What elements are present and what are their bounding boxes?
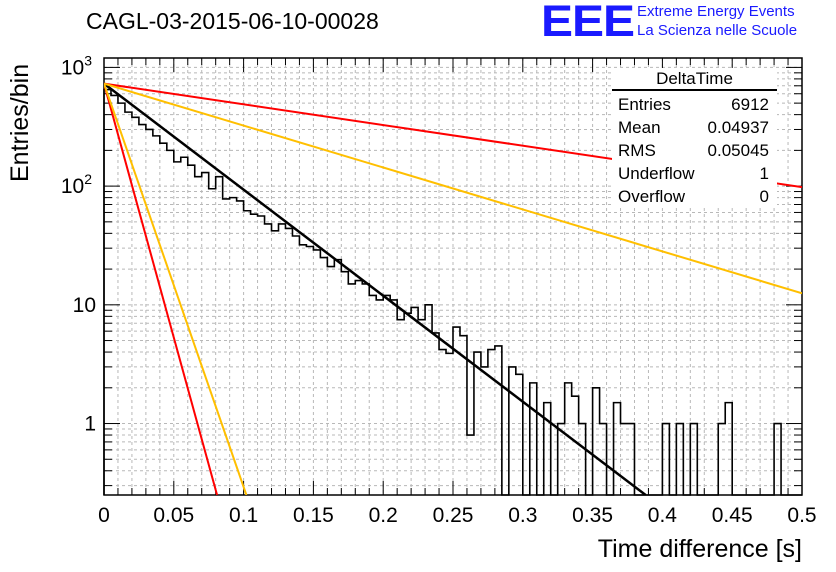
x-tick-label: 0.1	[229, 504, 258, 527]
plot-title: CAGL-03-2015-06-10-00028	[86, 8, 379, 34]
y-tick-label: 10	[73, 294, 96, 317]
y-axis-label: Entries/bin	[6, 63, 34, 182]
stats-row-entries: Entries 6912	[612, 93, 777, 116]
x-tick-label: 0.15	[293, 504, 334, 527]
logo-line-2: La Scienza nelle Scuole	[637, 22, 798, 39]
stats-label: Entries	[618, 95, 671, 114]
y-tick-label: 102	[61, 171, 92, 198]
stats-row-rms: RMS 0.05045	[612, 139, 777, 162]
stats-value: 0	[759, 187, 769, 206]
stats-label: RMS	[618, 141, 656, 160]
x-tick-label: 0.25	[433, 504, 474, 527]
stats-value: 0.05045	[707, 141, 769, 160]
fit-line-3	[104, 82, 802, 295]
stats-label: Mean	[618, 118, 661, 137]
fit-line-5	[104, 83, 248, 495]
x-axis-label: Time difference [s]	[597, 535, 802, 563]
stats-box: DeltaTime Entries 6912 Mean 0.04937 RMS …	[612, 68, 777, 208]
stats-label: Underflow	[618, 164, 695, 183]
y-tick-label: 103	[61, 52, 92, 79]
x-tick-label: 0.35	[572, 504, 613, 527]
x-tick-label: 0.3	[508, 504, 537, 527]
stats-value: 6912	[731, 95, 769, 114]
stats-value: 1	[759, 164, 769, 183]
histogram-bars	[103, 88, 802, 496]
x-tick-label: 0.5	[787, 504, 816, 527]
x-tick-label: 0.05	[153, 504, 194, 527]
fit-line-4	[104, 83, 219, 495]
x-tick-label: 0.45	[712, 504, 753, 527]
stats-title: DeltaTime	[612, 68, 777, 91]
stats-row-underflow: Underflow 1	[612, 162, 777, 185]
fit-line-1	[104, 82, 647, 495]
x-tick-label: 0	[98, 504, 110, 527]
stats-value: 0.04937	[707, 118, 769, 137]
y-tick-label: 1	[84, 413, 96, 436]
logo-line-1: Extreme Energy Events	[637, 3, 795, 20]
x-tick-label: 0.2	[369, 504, 398, 527]
x-tick-label: 0.4	[648, 504, 678, 527]
stats-label: Overflow	[618, 187, 686, 206]
stats-row-mean: Mean 0.04937	[612, 116, 777, 139]
stats-row-overflow: Overflow 0	[612, 185, 777, 208]
eee-logo: EEE	[541, 0, 635, 46]
